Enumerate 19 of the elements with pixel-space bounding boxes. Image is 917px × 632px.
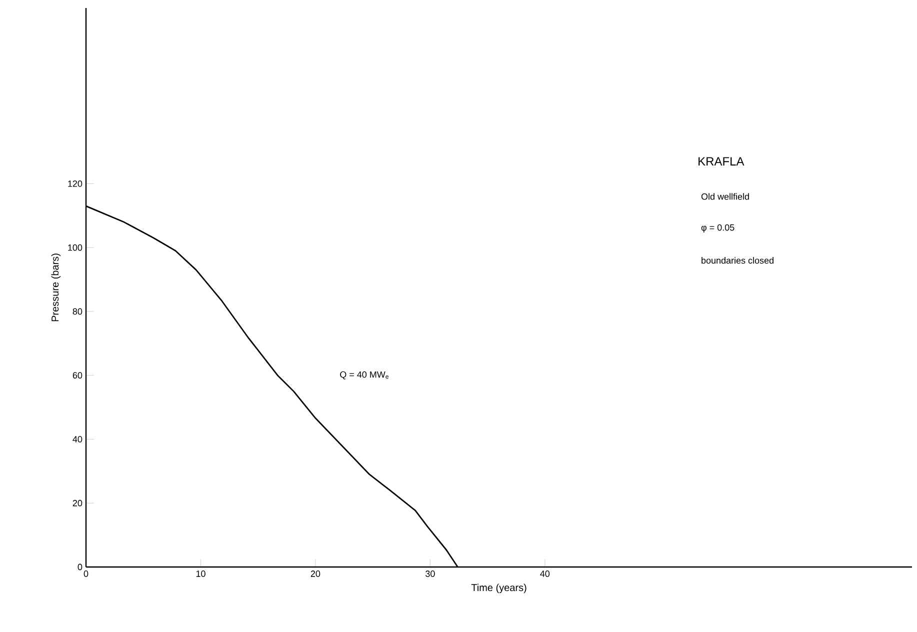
y-axis-title: Pressure (bars)	[51, 254, 61, 322]
y-tick-label: 0	[78, 564, 82, 570]
annotation: Q = 40 MW$_{e}$	[340, 371, 388, 380]
x-axis-title: Time (years)	[471, 584, 526, 594]
x-tick-label: 10	[196, 570, 206, 577]
annotation: φ = 0.05	[701, 224, 734, 232]
x-tick-label: 20	[310, 570, 320, 577]
x-tick-label: 40	[540, 570, 550, 577]
y-tick-label: 20	[72, 500, 82, 506]
annotation: boundaries closed	[702, 257, 774, 264]
y-tick-label: 100	[68, 244, 82, 251]
y-tick-label: 80	[72, 308, 82, 315]
y-tick-label: 40	[72, 436, 82, 442]
y-tick-label: 60	[72, 372, 82, 379]
x-tick-label: 0	[84, 570, 88, 577]
annotation: Old wellfield	[701, 193, 749, 200]
y-tick-label: 120	[68, 180, 82, 187]
annotation: KRAFLA	[698, 157, 744, 166]
x-tick-label: 30	[426, 570, 435, 577]
